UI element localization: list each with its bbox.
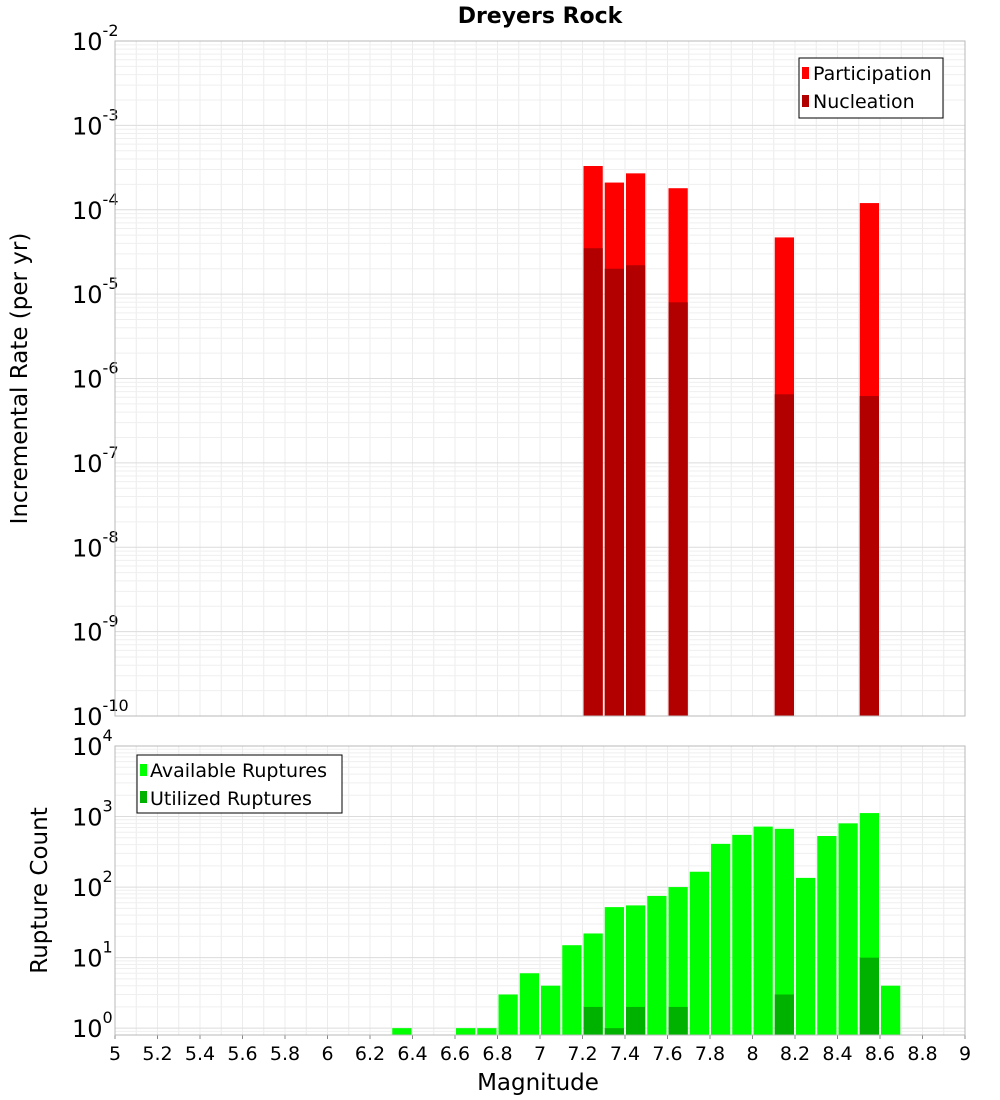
legend-label-available: Available Ruptures (150, 760, 327, 782)
rate-bar-nucleation (774, 394, 794, 716)
y-tick-label: 104 (72, 726, 113, 761)
count-bar-utilized-ruptures (774, 994, 794, 1035)
count-bar-available-ruptures (796, 877, 816, 1035)
x-axis-label: Magnitude (477, 1070, 599, 1096)
count-bars (392, 813, 901, 1035)
y-tick-label: 103 (72, 797, 113, 832)
x-tick-label: 8.4 (822, 1043, 852, 1065)
y-tick-label: 10-5 (72, 274, 119, 309)
rate-grid (114, 40, 966, 717)
x-tick-label: 7 (534, 1043, 546, 1065)
rate-y-axis-label: Incremental Rate (per yr) (7, 233, 33, 525)
rate-plot-area (114, 40, 966, 717)
y-tick-label: 10-2 (72, 21, 119, 56)
y-tick-label: 102 (72, 867, 113, 902)
legend-swatch-participation (802, 67, 809, 79)
legend-label-nucleation: Nucleation (813, 91, 915, 113)
x-tick-label: 5.6 (227, 1043, 257, 1065)
y-tick-label: 10-7 (72, 443, 119, 478)
x-tick-label: 6.4 (397, 1043, 427, 1065)
x-tick-label: 7.4 (610, 1043, 640, 1065)
count-bar-available-ruptures (647, 895, 667, 1035)
count-bar-utilized-ruptures (604, 1028, 624, 1035)
x-tick-label: 6 (321, 1043, 333, 1065)
x-tick-label: 8.8 (907, 1043, 937, 1065)
y-tick-label: 10-10 (72, 696, 129, 731)
count-plot-area (114, 745, 966, 1036)
x-tick-label: 5.2 (142, 1043, 172, 1065)
rate-legend-box (798, 57, 944, 119)
x-tick-label: 6.8 (482, 1043, 512, 1065)
legend-swatch-utilized (140, 791, 147, 803)
x-tick-label: 8.6 (865, 1043, 895, 1065)
count-bar-utilized-ruptures (583, 1006, 603, 1035)
chart-title: Dreyers Rock (458, 4, 624, 29)
count-bar-available-ruptures (668, 887, 688, 1035)
count-bar-available-ruptures (732, 834, 752, 1035)
y-tick-label: 100 (72, 1008, 113, 1043)
count-bar-available-ruptures (541, 985, 561, 1035)
count-legend: Available Ruptures Utilized Ruptures (136, 754, 343, 814)
count-bar-available-ruptures (604, 907, 624, 1035)
count-bar-available-ruptures (817, 835, 837, 1035)
rate-bar-nucleation (859, 396, 879, 716)
y-tick-label: 10-3 (72, 105, 119, 140)
legend-swatch-nucleation (802, 95, 809, 107)
x-tick-label: 9 (959, 1043, 971, 1065)
x-tick-label: 5.8 (270, 1043, 300, 1065)
y-tick-label: 10-8 (72, 527, 119, 562)
count-bar-utilized-ruptures (626, 1006, 646, 1035)
count-y-axis-label: Rupture Count (27, 807, 53, 973)
count-bar-available-ruptures (881, 985, 901, 1035)
count-legend-box (136, 754, 343, 814)
y-tick-label: 10-9 (72, 612, 119, 647)
rate-bars (583, 166, 879, 717)
x-tick-label: 6.2 (355, 1043, 385, 1065)
count-bar-available-ruptures (774, 828, 794, 1035)
y-tick-label: 101 (72, 938, 113, 973)
count-bar-available-ruptures (498, 994, 518, 1035)
y-tick-label: 10-6 (72, 359, 119, 394)
y-tick-label: 10-4 (72, 190, 119, 225)
rate-bar-nucleation (583, 248, 603, 717)
count-bar-utilized-ruptures (668, 1006, 688, 1035)
legend-label-participation: Participation (813, 63, 932, 85)
count-bar-available-ruptures (456, 1028, 476, 1035)
rate-bar-nucleation (626, 265, 646, 716)
rate-bar-nucleation (604, 268, 624, 716)
count-bar-available-ruptures (519, 973, 539, 1035)
count-bar-available-ruptures (477, 1028, 497, 1035)
x-tick-label: 7.8 (695, 1043, 725, 1065)
count-x-ticks: 5 5.2 5.4 5.6 5.8 6 6.2 6.4 6.6 6.8 7 7.2 7.4 7.6 7.8 8… (109, 1035, 971, 1065)
count-bar-available-ruptures (562, 945, 582, 1035)
count-bar-utilized-ruptures (859, 957, 879, 1035)
count-bar-available-ruptures (711, 843, 731, 1035)
legend-label-utilized: Utilized Ruptures (150, 788, 312, 810)
rate-bar-nucleation (668, 302, 688, 716)
x-tick-label: 5.4 (185, 1043, 215, 1065)
x-tick-label: 8 (746, 1043, 758, 1065)
rate-legend: Participation Nucleation (798, 57, 944, 119)
count-bar-available-ruptures (838, 823, 858, 1035)
x-tick-label: 8.2 (780, 1043, 810, 1065)
x-tick-label: 6.6 (440, 1043, 470, 1065)
count-bar-available-ruptures (626, 905, 646, 1035)
legend-swatch-available (140, 764, 147, 776)
count-bar-available-ruptures (392, 1028, 412, 1035)
count-bar-available-ruptures (753, 826, 773, 1035)
count-bar-available-ruptures (689, 871, 709, 1035)
count-y-ticks: 100 101 102 103 104 (72, 726, 113, 1043)
count-chart: 100 101 102 103 104 5 5.2 5.4 5.6 5.8 6 6.2 6.4 6.6 6… (27, 726, 971, 1096)
x-tick-label: 5 (109, 1043, 121, 1065)
x-tick-label: 7.2 (567, 1043, 597, 1065)
rate-chart: Dreyers Rock 10-10 10-9 10-8 10-7 10-6 10-5 10… (7, 4, 966, 731)
x-tick-label: 7.6 (652, 1043, 682, 1065)
